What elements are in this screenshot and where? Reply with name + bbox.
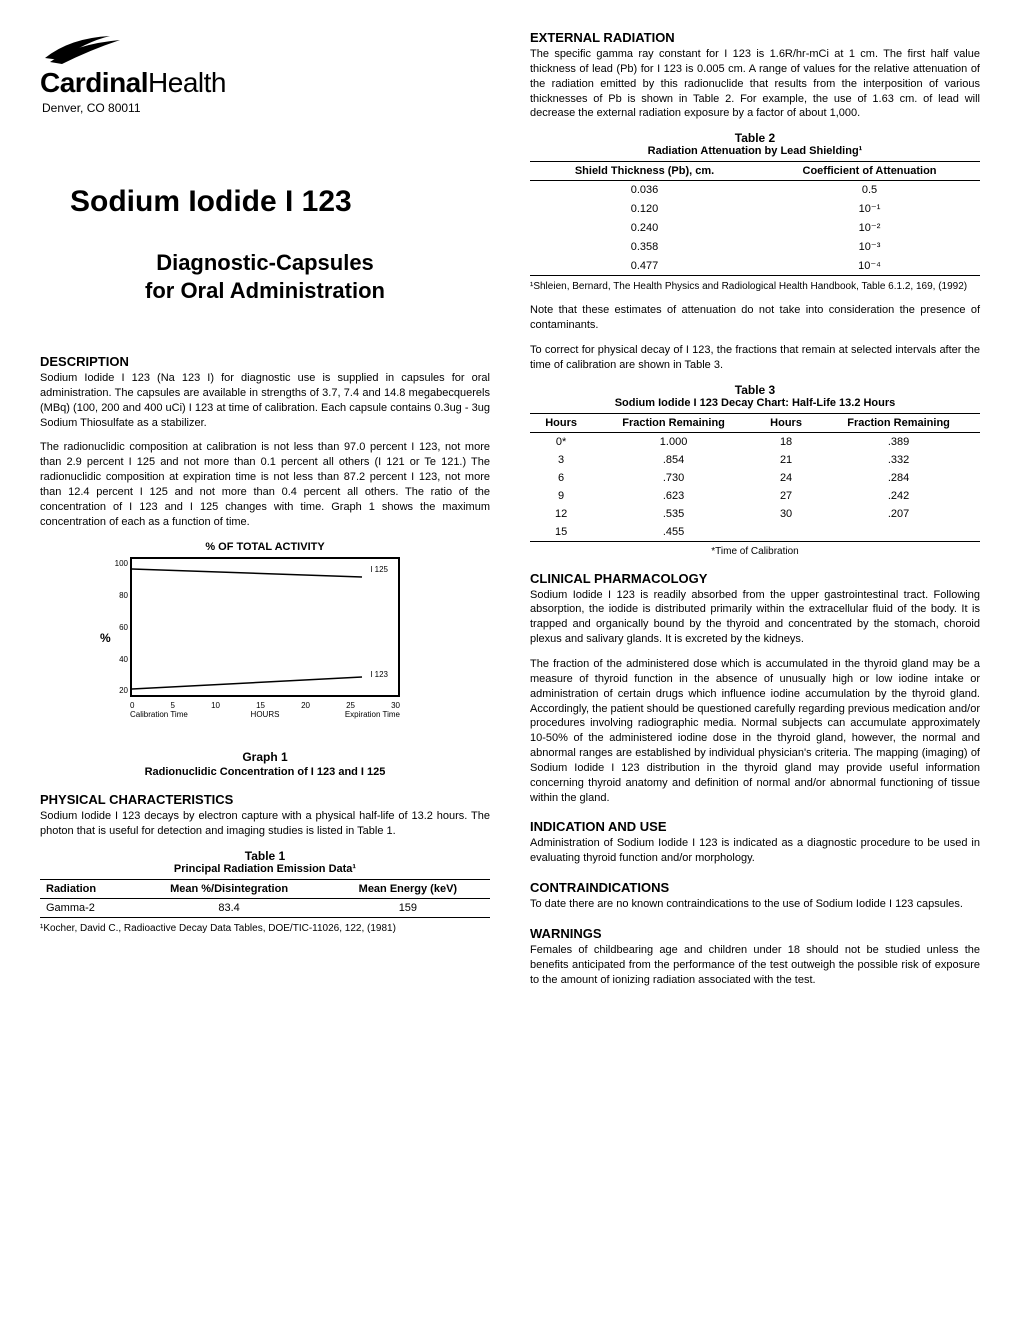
chart-xaxis-labels: Calibration Time HOURS Expiration Time: [130, 710, 400, 719]
table1-title: Table 1: [40, 849, 490, 863]
table2-footnote: ¹Shleien, Bernard, The Health Physics an…: [530, 280, 980, 293]
chart-title: % OF TOTAL ACTIVITY: [40, 541, 490, 553]
brand-logo: CardinalHealth Denver, CO 80011: [40, 30, 490, 115]
product-subtitle: Diagnostic-Capsules for Oral Administrat…: [70, 249, 460, 304]
table-row: 0.24010⁻²: [530, 218, 980, 237]
contraind-heading: CONTRAINDICATIONS: [530, 880, 980, 895]
brand-name: CardinalHealth: [40, 67, 490, 99]
attenuation-note: Note that these estimates of attenuation…: [530, 303, 980, 333]
phys-char-heading: PHYSICAL CHARACTERISTICS: [40, 792, 490, 807]
graph-caption-sub: Radionuclidic Concentration of I 123 and…: [40, 766, 490, 778]
right-column: EXTERNAL RADIATION The specific gamma ra…: [530, 30, 980, 1302]
clin-pharm-p1: Sodium Iodide I 123 is readily absorbed …: [530, 588, 980, 647]
table1-footnote: ¹Kocher, David C., Radioactive Decay Dat…: [40, 922, 490, 935]
series-label-125: I 125: [370, 565, 388, 574]
table3: Hours Fraction Remaining Hours Fraction …: [530, 413, 980, 542]
chart-plot-area: 100 80 60 40 20 I 125 I 123: [130, 557, 400, 697]
activity-chart: % OF TOTAL ACTIVITY % 100 80 60 40 20 I …: [40, 541, 490, 722]
phys-char-p: Sodium Iodide I 123 decays by electron c…: [40, 809, 490, 839]
table1-subtitle: Principal Radiation Emission Data¹: [40, 863, 490, 875]
table1: Radiation Mean %/Disintegration Mean Ene…: [40, 879, 490, 918]
subtitle-line2: for Oral Administration: [145, 278, 385, 303]
brand-location: Denver, CO 80011: [42, 101, 490, 115]
table-row: 9.62327.242: [530, 487, 980, 505]
table3-subtitle: Sodium Iodide I 123 Decay Chart: Half-Li…: [530, 397, 980, 409]
chart-yticks: 100 80 60 40 20: [106, 559, 128, 695]
clin-pharm-p2: The fraction of the administered dose wh…: [530, 657, 980, 805]
table-row: 0.35810⁻³: [530, 237, 980, 256]
decay-correction-p: To correct for physical decay of I 123, …: [530, 343, 980, 373]
indication-p: Administration of Sodium Iodide I 123 is…: [530, 836, 980, 866]
table2-title: Table 2: [530, 131, 980, 145]
ext-rad-p: The specific gamma ray constant for I 12…: [530, 47, 980, 121]
product-title: Sodium Iodide I 123: [70, 185, 490, 219]
subtitle-line1: Diagnostic-Capsules: [156, 250, 374, 275]
description-p1: Sodium Iodide I 123 (Na 123 I) for diagn…: [40, 371, 490, 430]
ext-rad-heading: EXTERNAL RADIATION: [530, 30, 980, 45]
table-row: 0*1.00018.389: [530, 432, 980, 451]
table3-title: Table 3: [530, 383, 980, 397]
table2-subtitle: Radiation Attenuation by Lead Shielding¹: [530, 145, 980, 157]
graph-caption: Graph 1: [40, 750, 490, 764]
table-row: 15.455: [530, 523, 980, 542]
clin-pharm-heading: CLINICAL PHARMACOLOGY: [530, 571, 980, 586]
series-label-123: I 123: [370, 670, 388, 679]
left-column: CardinalHealth Denver, CO 80011 Sodium I…: [40, 30, 490, 1302]
chart-lines-icon: [132, 559, 402, 699]
table-row: 0.12010⁻¹: [530, 199, 980, 218]
chart-xticks: 0 5 10 15 20 25 30: [130, 701, 400, 710]
warnings-p: Females of childbearing age and children…: [530, 943, 980, 988]
table2: Shield Thickness (Pb), cm. Coefficient o…: [530, 161, 980, 276]
table3-footnote: *Time of Calibration: [530, 546, 980, 557]
description-p2: The radionuclidic composition at calibra…: [40, 440, 490, 529]
contraind-p: To date there are no known contraindicat…: [530, 897, 980, 912]
table-row: 6.73024.284: [530, 469, 980, 487]
indication-heading: INDICATION AND USE: [530, 819, 980, 834]
table-row: 3.85421.332: [530, 451, 980, 469]
table-row: 12.53530.207: [530, 505, 980, 523]
table-row: Gamma-2 83.4 159: [40, 899, 490, 918]
brand-light: Health: [148, 67, 226, 98]
brand-bold: Cardinal: [40, 67, 148, 98]
swoosh-icon: [40, 30, 490, 71]
description-heading: DESCRIPTION: [40, 354, 490, 369]
warnings-heading: WARNINGS: [530, 926, 980, 941]
table-row: 0.47710⁻⁴: [530, 256, 980, 276]
table-row: 0.0360.5: [530, 181, 980, 200]
